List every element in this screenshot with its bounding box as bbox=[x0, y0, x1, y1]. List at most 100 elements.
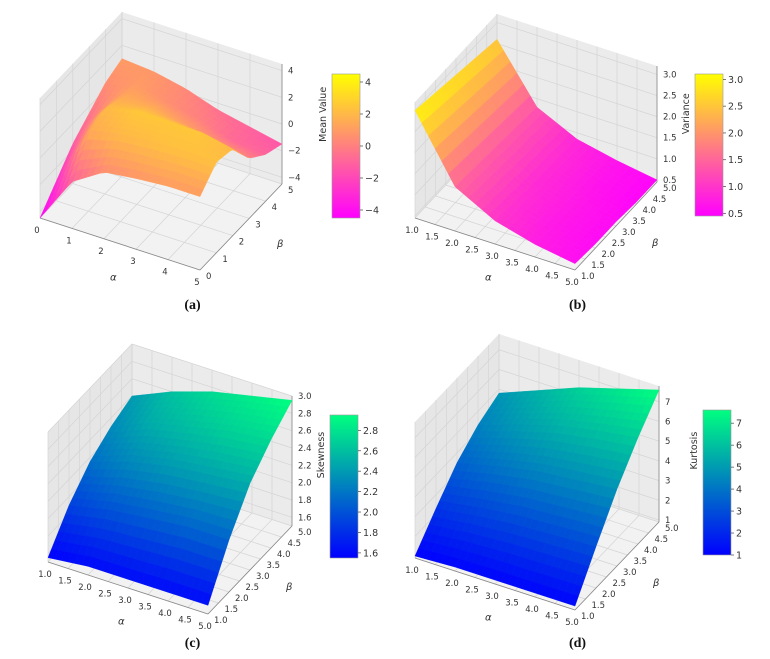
beta-tick-label: 3.0 bbox=[622, 228, 636, 238]
alpha-axis-label: α bbox=[485, 613, 492, 624]
beta-tick-label: 1 bbox=[222, 255, 227, 265]
beta-axis-line bbox=[207, 525, 293, 615]
alpha-tick-label: 2.0 bbox=[445, 579, 459, 589]
z-tick-label: 2.0 bbox=[298, 479, 312, 489]
colorbar-tick-label: 4 bbox=[736, 485, 742, 496]
beta-tick-label: 3.5 bbox=[267, 561, 281, 571]
beta-tick-label: 3.0 bbox=[623, 568, 637, 578]
colorbar bbox=[329, 414, 359, 559]
beta-tick-label: 4.0 bbox=[643, 206, 657, 216]
panel-c-skewness: 1.0 1.5 2.0 2.5 3.0 3.5 4.0 4.5 5.0 1.0 1.5 2.0 2.5 3… bbox=[0, 330, 385, 659]
colorbar-tick-label: 1.8 bbox=[363, 528, 378, 539]
z-tick-label: 1.6 bbox=[298, 513, 312, 523]
beta-tick-label: 3.5 bbox=[632, 217, 646, 227]
colorbar-tick-label: 2.0 bbox=[363, 508, 378, 519]
caption-d: (d) bbox=[568, 636, 587, 651]
colorbar-tick-label: 3.0 bbox=[728, 75, 743, 86]
beta-tick-label: 1.5 bbox=[225, 605, 239, 615]
z-tick-label: 7 bbox=[665, 398, 670, 408]
alpha-tick-label: 1.5 bbox=[425, 573, 439, 583]
colorbar-tick-label: 0 bbox=[365, 142, 371, 153]
z-tick-label: 3.0 bbox=[663, 70, 677, 80]
alpha-axis-label: α bbox=[118, 617, 125, 628]
alpha-tick-label: 3.0 bbox=[485, 252, 499, 262]
beta-axis-line bbox=[199, 183, 283, 271]
z-tick-label: 2.8 bbox=[298, 409, 312, 419]
alpha-tick-label: 1.0 bbox=[405, 226, 419, 236]
colorbar-tick-label: 2.5 bbox=[728, 102, 743, 113]
beta-tick-label: 5.0 bbox=[298, 528, 312, 538]
beta-tick-label: 4.5 bbox=[655, 535, 669, 545]
panel-b-variance: 1.0 1.5 2.0 2.5 3.0 3.5 4.0 4.5 5.0 1.0 1.5 2.0 2.5 3… bbox=[385, 0, 770, 330]
z-tick-label: 0.5 bbox=[663, 176, 677, 186]
caption-a: (a) bbox=[184, 298, 201, 313]
z-tick-label: 2 bbox=[665, 496, 670, 506]
colorbar-tick-label: −2 bbox=[365, 174, 379, 185]
z-tick-label: 5 bbox=[665, 437, 670, 447]
alpha-axis-line bbox=[39, 217, 201, 271]
beta-tick-label: 5.0 bbox=[665, 524, 679, 534]
colorbar-label: Mean Value bbox=[318, 87, 329, 142]
beta-tick-label: 4 bbox=[272, 203, 277, 213]
colorbar-tick-label: 2.2 bbox=[363, 487, 378, 498]
grid-line bbox=[496, 64, 658, 117]
beta-tick-label: 3 bbox=[255, 220, 260, 230]
colorbar-label: Skewness bbox=[316, 432, 327, 479]
beta-tick-label: 5.0 bbox=[663, 184, 677, 194]
beta-tick-label: 4.0 bbox=[644, 546, 658, 556]
beta-tick-label: 3.5 bbox=[634, 557, 648, 567]
z-tick-label: 1.8 bbox=[298, 496, 312, 506]
alpha-tick-label: 4.0 bbox=[525, 265, 539, 275]
grid-line bbox=[414, 369, 500, 458]
alpha-tick-label: 1.0 bbox=[38, 570, 52, 580]
colorbar bbox=[702, 409, 732, 556]
beta-tick-label: 2.5 bbox=[613, 579, 627, 589]
alpha-tick-label: 2.5 bbox=[465, 586, 479, 596]
beta-axis-line bbox=[574, 181, 658, 271]
grid-line bbox=[496, 22, 658, 75]
alpha-tick-label: 4 bbox=[162, 268, 167, 278]
grid-line bbox=[167, 173, 251, 260]
grid-line bbox=[414, 349, 500, 439]
alpha-tick-label: 2.5 bbox=[465, 246, 479, 256]
grid-line bbox=[121, 18, 283, 71]
alpha-tick-label: 5 bbox=[194, 278, 199, 288]
z-tick-label: 2.2 bbox=[298, 461, 312, 471]
surface-patch bbox=[567, 256, 579, 264]
colorbar-tick-label: 2.8 bbox=[363, 426, 378, 437]
grid-line bbox=[496, 43, 658, 96]
colorbar-tick-label: 5 bbox=[736, 463, 742, 474]
alpha-tick-label: 5.0 bbox=[565, 618, 579, 628]
alpha-tick-label: 5.0 bbox=[565, 278, 579, 288]
alpha-axis-line bbox=[414, 557, 576, 611]
z-tick-label: 3.0 bbox=[298, 392, 312, 402]
panel-a-mean-value: 0 1 2 3 4 5 0 1 2 3 4 5 −4 −2 0 2 4 α β −4 −2 0 2 4 Mean Value (… bbox=[0, 0, 385, 330]
surface-patch bbox=[193, 187, 204, 197]
alpha-tick-label: 5.0 bbox=[198, 622, 212, 632]
beta-tick-label: 1.5 bbox=[591, 261, 605, 271]
grid-line bbox=[47, 343, 133, 433]
z-tick-label: 1 bbox=[665, 516, 670, 526]
z-tick-label: −4 bbox=[288, 173, 301, 183]
alpha-tick-label: 3.0 bbox=[118, 596, 132, 606]
beta-tick-label: 4.0 bbox=[277, 550, 291, 560]
colorbar-tick-label: 2.0 bbox=[728, 128, 743, 139]
beta-axis-label: β bbox=[652, 578, 660, 589]
colorbar-tick-label: 1.5 bbox=[728, 155, 743, 166]
grid-line bbox=[39, 45, 123, 132]
surface-plot-skewness: 1.01.52.02.53.03.54.04.55.01.01.52.02.53… bbox=[38, 343, 378, 632]
beta-tick-label: 2.5 bbox=[246, 583, 260, 593]
grid-line bbox=[39, 18, 123, 105]
colorbar bbox=[331, 73, 361, 219]
grid-line bbox=[414, 22, 498, 111]
grid-line bbox=[131, 343, 293, 397]
colorbar-label: Kurtosis bbox=[689, 432, 700, 470]
beta-tick-label: 2 bbox=[239, 238, 244, 248]
beta-axis-label: β bbox=[276, 239, 284, 250]
z-tick-label: 3 bbox=[665, 477, 670, 487]
z-tick-label: 2.5 bbox=[663, 92, 677, 102]
alpha-tick-label: 1.5 bbox=[425, 233, 439, 243]
beta-tick-label: 3.0 bbox=[256, 572, 270, 582]
colorbar-tick-label: 6 bbox=[736, 441, 742, 452]
